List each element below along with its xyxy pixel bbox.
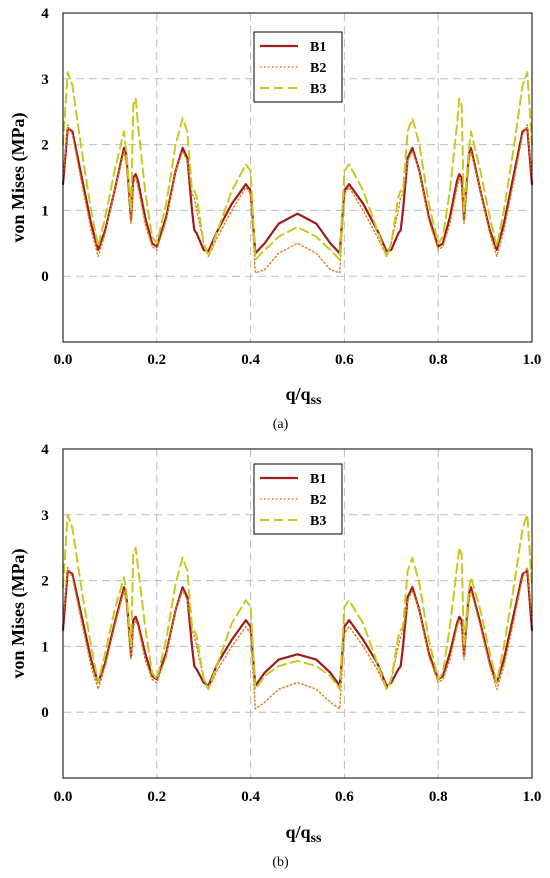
y-tick-label: 2 xyxy=(41,138,49,154)
y-tick-label: 1 xyxy=(41,203,49,219)
plot-frame xyxy=(62,448,533,779)
x-tick-label: 1.0 xyxy=(523,789,542,805)
x-axis-label-subscript: ss xyxy=(311,831,322,846)
y-tick-label: 0 xyxy=(41,705,49,721)
x-tick-label: 1.0 xyxy=(523,352,542,368)
x-tick-label: 0.0 xyxy=(54,789,73,805)
x-axis-label-main: q/q xyxy=(286,384,311,404)
x-axis-label: q/qss xyxy=(286,822,322,846)
x-tick-label: 0.8 xyxy=(429,352,448,368)
legend-box xyxy=(253,31,343,103)
x-tick-label: 0.2 xyxy=(147,352,166,368)
legend: B1 B2 B3 xyxy=(253,463,343,535)
series-line-b1 xyxy=(61,569,534,687)
x-tick-label: 0.4 xyxy=(241,789,260,805)
x-tick-label: 0.6 xyxy=(335,352,354,368)
legend: B1 B2 B3 xyxy=(253,31,343,103)
y-tick-label: 4 xyxy=(41,442,49,458)
series-line-b1 xyxy=(61,127,534,255)
chart-panel-2: 0.0 0.2 0.4 0.6 0.8 1.0 0 1 2 3 4 q/qss von Mises (M… xyxy=(8,442,541,870)
x-tick-label: 0.6 xyxy=(335,789,354,805)
series-line-b2 xyxy=(62,124,533,274)
plot-frame xyxy=(62,12,533,343)
x-tick-label: 0.2 xyxy=(147,789,166,805)
series-line-b2 xyxy=(62,566,533,710)
x-tick-label: 0.0 xyxy=(54,352,73,368)
legend-label-b1: B1 xyxy=(310,40,326,55)
legend-label-b2: B2 xyxy=(310,493,326,508)
legend-label-b2: B2 xyxy=(310,61,326,76)
y-tick-label: 2 xyxy=(41,574,49,590)
x-axis-label-subscript: ss xyxy=(311,393,322,408)
legend-label-b3: B3 xyxy=(310,514,326,529)
series-line-b3 xyxy=(62,513,533,691)
x-tick-label: 0.4 xyxy=(241,352,260,368)
x-tick-label: 0.8 xyxy=(429,789,448,805)
panel-caption: (b) xyxy=(272,855,289,870)
y-tick-label: 3 xyxy=(41,72,49,88)
y-axis-label: von Mises (MPa) xyxy=(8,549,29,679)
legend-label-b1: B1 xyxy=(310,472,326,487)
chart-panel-1: 0.0 0.2 0.4 0.6 0.8 1.0 0 1 2 3 4 q/qss von Mises (M… xyxy=(8,6,541,432)
y-axis-label: von Mises (MPa) xyxy=(8,113,29,243)
panel-caption: (a) xyxy=(273,417,289,432)
series-line-b3 xyxy=(62,71,533,261)
y-tick-label: 3 xyxy=(41,508,49,524)
legend-label-b3: B3 xyxy=(310,82,326,97)
y-tick-label: 0 xyxy=(41,269,49,285)
y-tick-label: 1 xyxy=(41,639,49,655)
x-axis-label: q/qss xyxy=(286,384,322,408)
y-tick-label: 4 xyxy=(41,6,49,22)
x-axis-label-main: q/q xyxy=(286,822,311,842)
